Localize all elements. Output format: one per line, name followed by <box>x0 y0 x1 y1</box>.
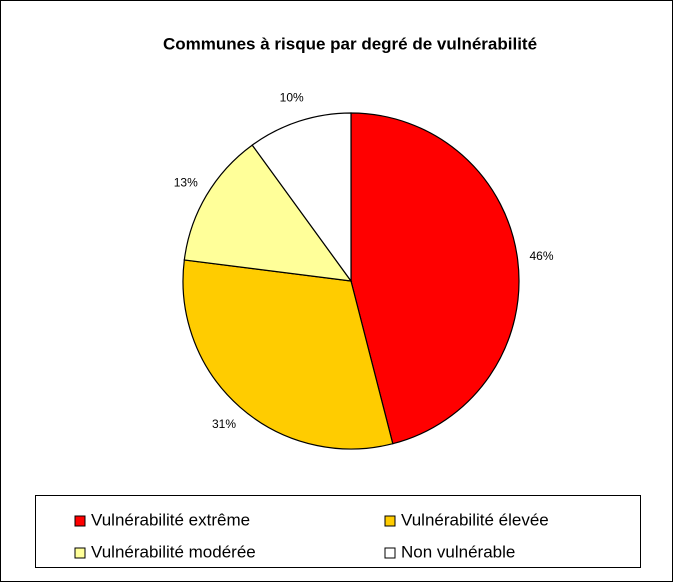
legend-swatch <box>74 547 86 559</box>
data-label: 46% <box>529 249 553 263</box>
legend-swatch <box>384 547 396 559</box>
pie-slice <box>182 259 394 450</box>
chart-title: Communes à risque par degré de vulnérabi… <box>163 34 537 53</box>
legend-label: Vulnérabilité élevée <box>401 510 549 529</box>
pie-slice <box>183 144 353 282</box>
legend-label: Vulnérabilité modérée <box>91 542 256 561</box>
legend-label: Vulnérabilité extrême <box>91 510 250 529</box>
legend-swatch <box>74 515 86 527</box>
legend-swatch <box>384 515 396 527</box>
data-label: 13% <box>174 175 198 189</box>
pie-slice <box>350 112 520 445</box>
legend-box <box>35 495 641 568</box>
data-label: 10% <box>280 91 304 105</box>
legend-label: Non vulnérable <box>401 542 515 561</box>
data-label: 31% <box>212 417 236 431</box>
pie-slice <box>251 112 352 283</box>
